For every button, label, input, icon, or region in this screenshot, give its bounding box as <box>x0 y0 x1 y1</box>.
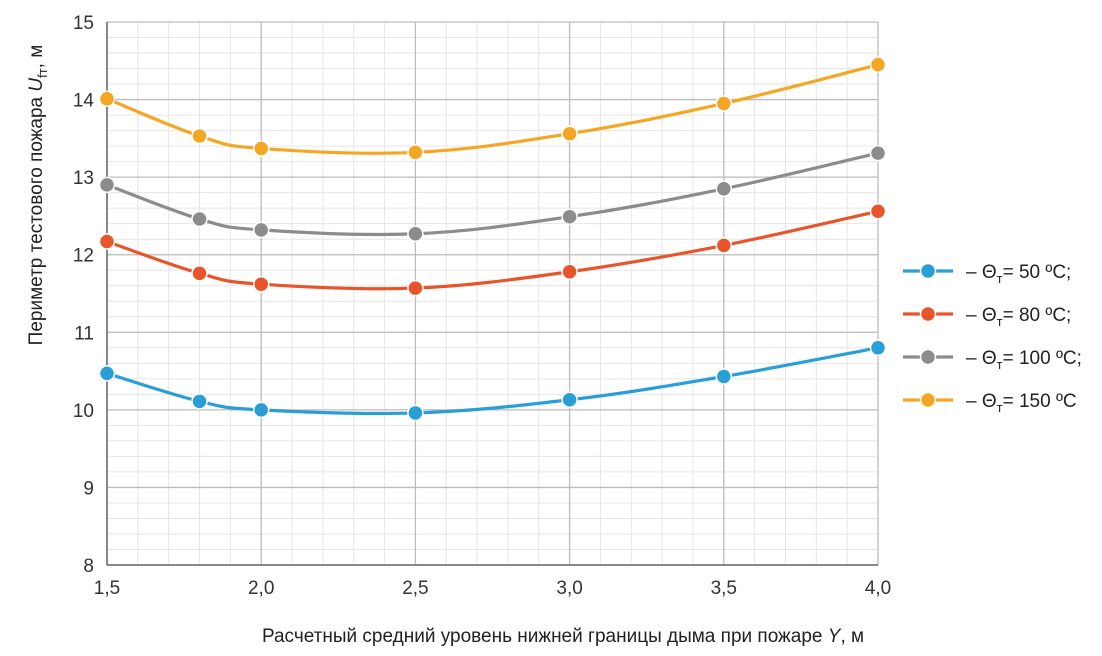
series-0-point-4 <box>561 391 578 409</box>
y-tick-label: 12 <box>73 246 94 267</box>
series-line-1 <box>105 209 880 291</box>
series-2-point-5 <box>715 180 733 198</box>
series-2-point-6 <box>869 144 887 162</box>
y-tick-label: 15 <box>73 13 94 34</box>
legend-label: – Θт= 100 ºС; <box>966 348 1082 372</box>
series-3-point-6 <box>869 56 887 73</box>
series-0-point-1 <box>191 393 208 410</box>
x-tick-label: 1,5 <box>94 578 120 599</box>
legend: – Θт= 50 ºС; – Θт= 80 ºС; – Θт= 100 ºС; – Θ… <box>903 262 1082 415</box>
y-axis-title: Периметр тестового пожара Ufт, м <box>26 45 50 346</box>
x-tick-label: 2,5 <box>402 578 428 599</box>
y-tick-labels: 8 9 10 11 12 13 14 15 <box>73 13 95 577</box>
series-1-point-2 <box>252 275 270 293</box>
legend-marker <box>919 391 937 409</box>
series-3-point-3 <box>407 144 424 161</box>
x-tick-label: 4,0 <box>865 578 891 599</box>
legend-marker <box>919 262 937 280</box>
series-3-point-4 <box>561 125 578 142</box>
y-tick-label: 11 <box>74 323 94 344</box>
legend-marker <box>919 348 937 366</box>
axes <box>106 22 878 566</box>
legend-label: – Θт= 80 ºС; <box>966 305 1071 329</box>
y-tick-label: 9 <box>83 478 94 499</box>
x-tick-label: 3,5 <box>711 578 737 599</box>
series-0-point-0 <box>98 365 116 382</box>
series-0-point-6 <box>869 339 887 357</box>
x-tick-labels: 1,5 2,0 2,5 3,0 3,5 4,0 <box>94 578 891 599</box>
series-1-point-0 <box>98 233 116 250</box>
series-0-point-3 <box>407 404 424 422</box>
x-axis-title: Расчетный средний уровень нижней границы… <box>262 626 864 647</box>
series-points <box>98 56 887 422</box>
series-1-point-6 <box>869 203 887 220</box>
major-grid <box>106 21 879 566</box>
y-tick-label: 13 <box>73 168 94 189</box>
series-3-point-5 <box>715 95 733 112</box>
legend-label: – Θт= 150 ºС <box>966 391 1077 415</box>
series-line-3 <box>105 63 880 155</box>
series-2-point-1 <box>191 210 208 228</box>
legend-item-2: – Θт= 100 ºС; <box>903 348 1082 372</box>
minor-grid <box>106 21 879 566</box>
legend-item-3: – Θт= 150 ºС <box>903 391 1077 415</box>
x-tick-label: 3,0 <box>556 578 582 599</box>
legend-item-1: – Θт= 80 ºС; <box>903 305 1071 329</box>
series-2-point-0 <box>98 176 116 194</box>
y-tick-label: 8 <box>83 556 94 577</box>
series-1-point-5 <box>715 237 733 254</box>
series-line-2 <box>105 151 880 237</box>
legend-label: – Θт= 50 ºС; <box>966 262 1071 286</box>
legend-marker <box>919 305 937 323</box>
series-1-point-4 <box>561 263 578 281</box>
series-2-point-2 <box>252 221 270 239</box>
series-3-point-2 <box>252 140 270 157</box>
series-1-point-1 <box>191 265 208 282</box>
series-2-point-4 <box>561 208 578 225</box>
y-tick-label: 10 <box>73 401 94 422</box>
series-line-0 <box>105 346 880 416</box>
x-tick-label: 2,0 <box>248 578 274 599</box>
series-3-point-1 <box>191 127 208 145</box>
y-tick-label: 14 <box>73 91 95 112</box>
series-3-point-0 <box>98 90 116 108</box>
series-0-point-2 <box>252 401 270 419</box>
series-1-point-3 <box>407 279 424 297</box>
legend-item-0: – Θт= 50 ºС; <box>903 262 1071 286</box>
series-2-point-3 <box>407 225 424 243</box>
series-0-point-5 <box>715 368 733 385</box>
